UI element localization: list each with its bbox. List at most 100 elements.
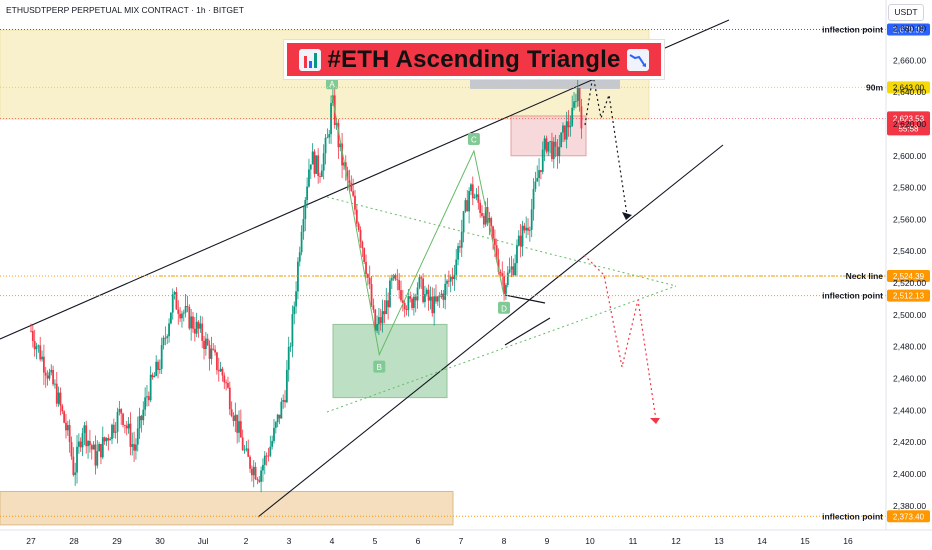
candle-body	[438, 296, 441, 298]
candle-body	[35, 346, 38, 350]
candle-body	[42, 356, 45, 373]
time-tick-label: 13	[714, 536, 724, 546]
candle-body	[153, 375, 156, 378]
candle-body	[247, 448, 250, 457]
candle-body	[453, 274, 456, 280]
candle-body	[50, 369, 53, 373]
candle-body	[337, 123, 340, 148]
candle-body	[341, 143, 343, 166]
support-zone	[0, 490, 454, 526]
candle-body	[330, 103, 332, 135]
candle-body	[287, 346, 290, 370]
candle-body	[109, 439, 112, 441]
last-price-tag	[887, 111, 930, 136]
level-price-text: 2,524.39	[893, 272, 925, 281]
candle-body	[118, 409, 121, 413]
candle-body	[479, 202, 482, 214]
currency-badge[interactable]: USDT	[888, 4, 924, 21]
mini-support-line	[504, 317, 551, 346]
triangle-upper-dotted	[326, 196, 677, 287]
candle-body	[416, 287, 419, 301]
candle-body	[447, 280, 450, 282]
candle-body	[565, 121, 568, 140]
candle-body	[267, 455, 270, 457]
candle-body	[284, 400, 286, 403]
candle-body	[76, 446, 78, 473]
time-tick-label: 28	[69, 536, 79, 546]
candle-body	[403, 302, 406, 310]
candle-body	[96, 451, 99, 466]
price-tick-label: 2,580.00	[893, 183, 926, 193]
candle-body	[66, 425, 69, 431]
candle-body	[289, 346, 292, 348]
candle-body	[512, 266, 515, 276]
candle-body	[455, 259, 458, 275]
candle-body	[140, 415, 143, 421]
candle-body	[298, 252, 301, 262]
candle-body	[127, 423, 130, 429]
candle-body	[348, 180, 351, 183]
candle-body	[168, 323, 170, 337]
candle-body	[54, 383, 56, 385]
candle-body	[87, 441, 89, 447]
candle-body	[33, 341, 36, 350]
time-tick-label: 4	[330, 536, 335, 546]
candle-body	[390, 278, 393, 281]
candle-body	[532, 188, 535, 210]
pattern-point-label: C	[471, 135, 477, 144]
candle-body	[398, 280, 401, 291]
candle-body	[72, 456, 75, 475]
price-tick-label: 2,400.00	[893, 469, 926, 479]
candle-body	[414, 296, 417, 301]
price-tick-label: 2,620.00	[893, 119, 926, 129]
candle-body	[326, 137, 329, 139]
price-tick-label: 2,680.00	[893, 23, 926, 33]
candle-body	[381, 311, 384, 324]
candle-body	[41, 356, 43, 360]
candle-body	[346, 170, 349, 181]
time-tick-label: 16	[843, 536, 853, 546]
candle-body	[135, 444, 137, 451]
candle-body	[256, 479, 259, 481]
triangle-lower-dotted	[326, 285, 677, 413]
candle-body	[46, 375, 49, 379]
candle-body	[442, 293, 445, 300]
candle-body	[70, 442, 73, 457]
candle-body	[230, 409, 233, 417]
candle-body	[576, 87, 579, 102]
candle-body	[149, 374, 152, 401]
candle-body	[100, 444, 102, 458]
candle-body	[228, 387, 231, 410]
candle-body	[389, 280, 391, 308]
candle-body	[190, 316, 193, 329]
candle-body	[201, 323, 204, 341]
candle-body	[120, 409, 123, 414]
price-axis[interactable]: 2,680.00 2,660.00 2,640.00 2,620.00 2,600.00…	[885, 0, 926, 530]
candle-body	[232, 416, 235, 421]
candle-body	[90, 445, 93, 450]
candle-body	[370, 284, 373, 306]
time-axis[interactable]: 27 28 29 30 Jul 2 3 4 5 6 7 8 9 10 11 12 13 14 15 16	[0, 529, 932, 546]
candle-body	[466, 200, 469, 212]
demand-zone	[332, 323, 448, 399]
chart-title-banner: #ETH Ascending Triangle	[284, 40, 664, 79]
time-tick-label: 10	[585, 536, 595, 546]
candle-body	[400, 290, 402, 301]
candle-body	[79, 441, 82, 448]
time-tick-label: 5	[373, 536, 378, 546]
candle-body	[186, 306, 189, 307]
candle-body	[574, 101, 577, 102]
candle-body	[85, 425, 88, 447]
candle-body	[175, 292, 178, 310]
candle-body	[208, 345, 211, 359]
chart-title: #ETH Ascending Triangle	[327, 45, 621, 73]
level-name-label: inflection point	[822, 511, 883, 521]
candle-body	[556, 146, 559, 157]
candle-body	[385, 300, 388, 315]
candle-body	[317, 155, 320, 177]
symbol-title: ETHUSDTPERP PERPETUAL MIX CONTRACT · 1h …	[6, 5, 244, 15]
candle-body	[158, 368, 161, 370]
time-tick-label: 15	[800, 536, 810, 546]
candle-body	[219, 368, 222, 372]
